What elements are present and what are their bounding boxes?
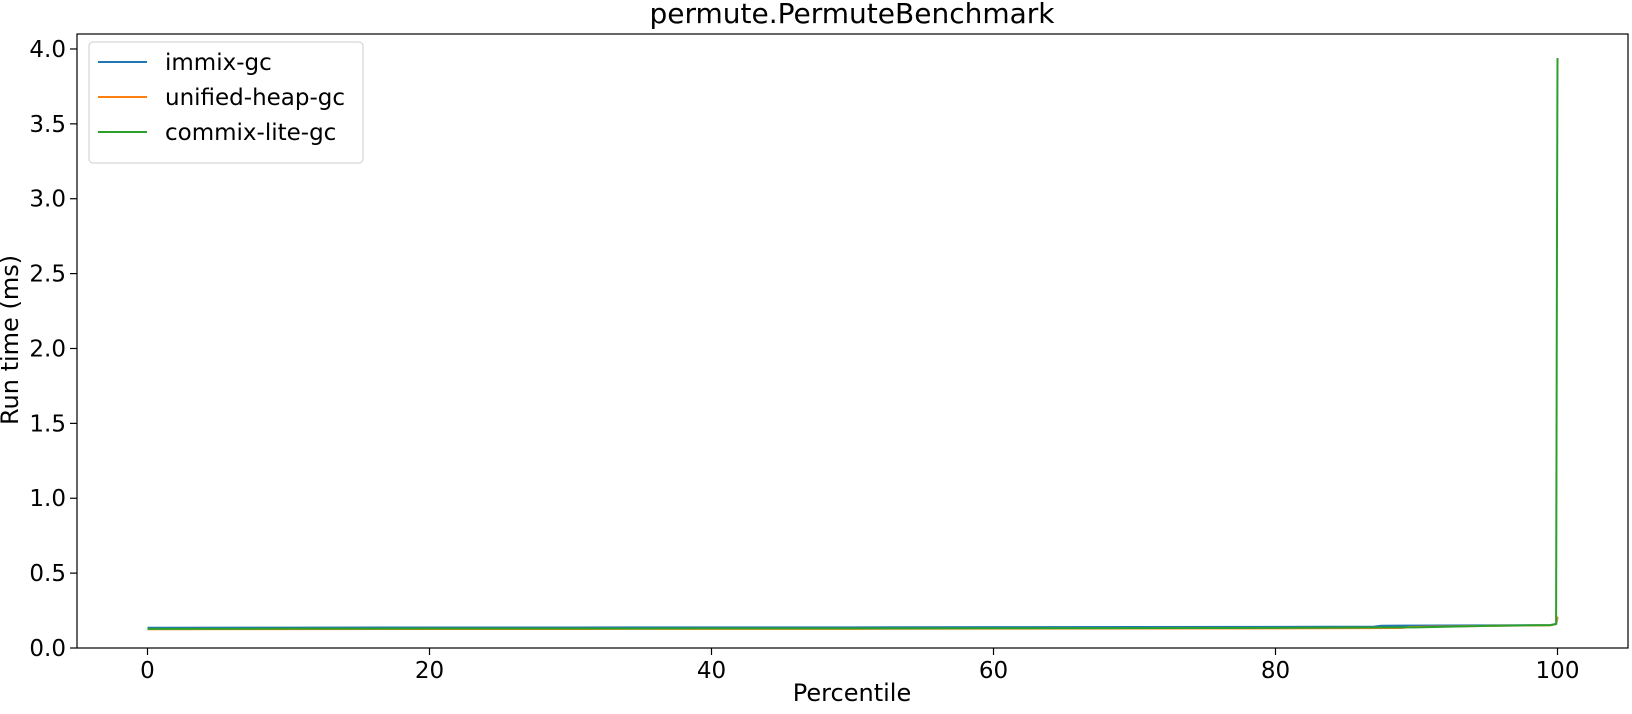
- y-tick-label: 4.0: [29, 37, 66, 63]
- x-tick-label: 100: [1536, 658, 1580, 684]
- y-tick-label: 0.0: [29, 636, 66, 662]
- y-tick-label: 1.5: [29, 411, 66, 437]
- series-line-immix-gc: [147, 617, 1559, 629]
- x-tick-label: 60: [979, 658, 1008, 684]
- x-tick-label: 40: [697, 658, 726, 684]
- axes-frame: [76, 33, 1629, 649]
- y-tick-label: 3.5: [29, 112, 66, 138]
- legend-box: [88, 41, 364, 164]
- y-tick-label: 0.5: [29, 561, 66, 587]
- legend-label-immix-gc: immix-gc: [165, 50, 272, 76]
- x-tick-label: 20: [415, 658, 444, 684]
- x-tick-label: 0: [140, 658, 155, 684]
- y-axis: 0.0 0.5 1.0 1.5 2.0 2.5 3.0 3.5 4.0: [29, 37, 77, 662]
- y-axis-label: Run time (ms): [0, 255, 24, 425]
- y-tick-label: 2.5: [29, 262, 66, 288]
- x-axis: 0 20 40 60 80 100: [140, 648, 1579, 684]
- y-tick-label: 2.0: [29, 336, 66, 362]
- x-tick-label: 80: [1261, 658, 1290, 684]
- y-tick-label: 1.0: [29, 486, 66, 512]
- plot-area: [147, 57, 1559, 631]
- legend-label-commix-lite-gc: commix-lite-gc: [165, 120, 336, 146]
- legend-label-unified-heap-gc: unified-heap-gc: [165, 85, 345, 111]
- chart-title: permute.PermuteBenchmark: [650, 0, 1056, 30]
- series-line-commix-lite-gc: [147, 57, 1559, 630]
- legend: immix-gc unified-heap-gc commix-lite-gc: [88, 41, 364, 164]
- x-axis-label: Percentile: [793, 679, 911, 707]
- y-tick-label: 3.0: [29, 187, 66, 213]
